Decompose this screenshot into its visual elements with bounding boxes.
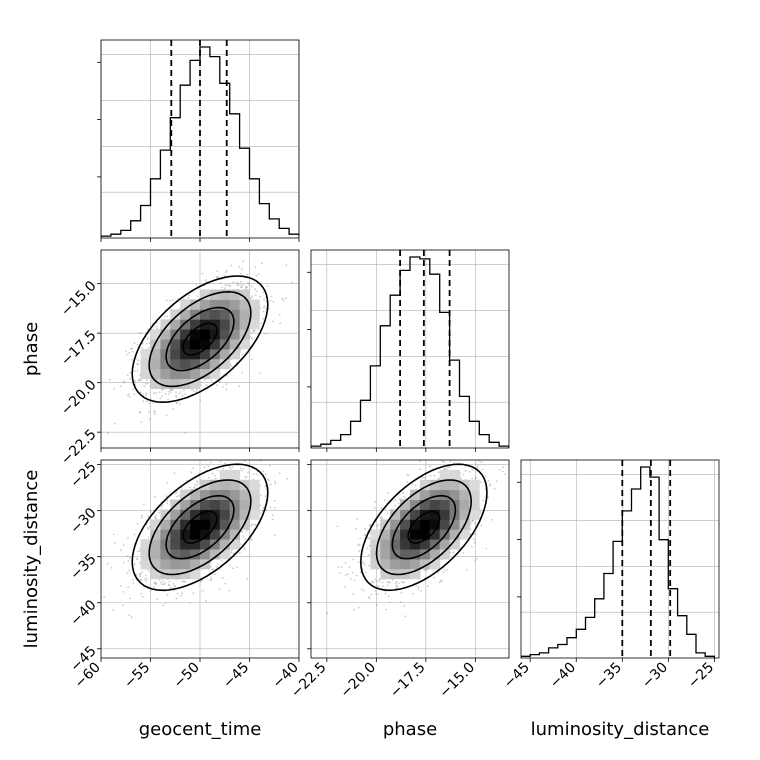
ylabel-phase: phase xyxy=(21,322,42,376)
panel-geocent_time-vs-phase-contour-3 xyxy=(131,275,269,404)
hist-luminosity_distance-steps xyxy=(521,466,716,658)
xtick-label-luminosity_distance-2: −35 xyxy=(593,660,625,692)
panel-geocent_time-vs-luminosity_distance xyxy=(101,460,299,658)
xlabel-phase: phase xyxy=(383,719,437,740)
ytick-label-phase-2: −17.5 xyxy=(58,328,100,370)
hist-phase-frame xyxy=(310,249,510,449)
panel-geocent_time-vs-phase-contour-2 xyxy=(148,290,252,388)
xtick-label-geocent_time-1: −55 xyxy=(121,660,153,692)
xtick-label-luminosity_distance-3: −30 xyxy=(639,660,671,692)
xtick-label-luminosity_distance-4: −25 xyxy=(685,660,717,692)
hist-luminosity_distance-frame xyxy=(520,459,720,659)
ytick-label-luminosity_distance-3: −30 xyxy=(67,505,99,537)
panel-phase-vs-luminosity_distance-contour-1 xyxy=(391,494,457,560)
ytick-label-phase-3: −15.0 xyxy=(58,278,100,320)
hist-luminosity_distance-grid xyxy=(521,460,719,658)
panel-geocent_time-vs-phase xyxy=(101,250,299,448)
panel-phase-vs-luminosity_distance-contour-2 xyxy=(375,479,473,576)
ylabel-luminosity_distance: luminosity_distance xyxy=(21,470,42,649)
xtick-label-geocent_time-3: −45 xyxy=(220,660,252,692)
xtick-label-phase-1: −20.0 xyxy=(338,660,380,702)
hist-phase-grid xyxy=(311,250,509,448)
hist-phase-steps xyxy=(311,256,509,448)
ytick-label-luminosity_distance-1: −40 xyxy=(67,597,99,629)
panel-phase-vs-luminosity_distance-contour-3 xyxy=(359,463,488,592)
xtick-label-geocent_time-2: −50 xyxy=(171,660,203,692)
xtick-label-phase-2: −17.5 xyxy=(387,660,429,702)
xlabel-luminosity_distance: luminosity_distance xyxy=(531,719,710,740)
panel-geocent_time-vs-luminosity_distance-contour-0 xyxy=(182,510,218,544)
panel-geocent_time-vs-phase-contour-0 xyxy=(182,322,218,356)
panel-geocent_time-vs-luminosity_distance-contour-2 xyxy=(148,479,252,576)
panel-phase-vs-luminosity_distance xyxy=(311,460,509,658)
xtick-label-luminosity_distance-0: −45 xyxy=(501,660,533,692)
ytick-label-phase-0: −22.5 xyxy=(58,427,100,469)
panel-geocent_time-vs-phase-contour-1 xyxy=(165,306,235,372)
xlabel-geocent_time: geocent_time xyxy=(139,719,262,740)
xtick-label-luminosity_distance-1: −40 xyxy=(547,660,579,692)
panel-phase-vs-luminosity_distance-contour-0 xyxy=(407,510,441,544)
panel-phase-vs-luminosity_distance-frame xyxy=(310,459,510,659)
panel-geocent_time-vs-luminosity_distance-contour-3 xyxy=(131,463,269,592)
ytick-label-phase-1: −20.0 xyxy=(58,377,100,419)
panel-geocent_time-vs-luminosity_distance-contour-1 xyxy=(165,494,235,560)
ytick-label-luminosity_distance-2: −35 xyxy=(67,551,99,583)
xtick-label-phase-3: −15.0 xyxy=(437,660,479,702)
